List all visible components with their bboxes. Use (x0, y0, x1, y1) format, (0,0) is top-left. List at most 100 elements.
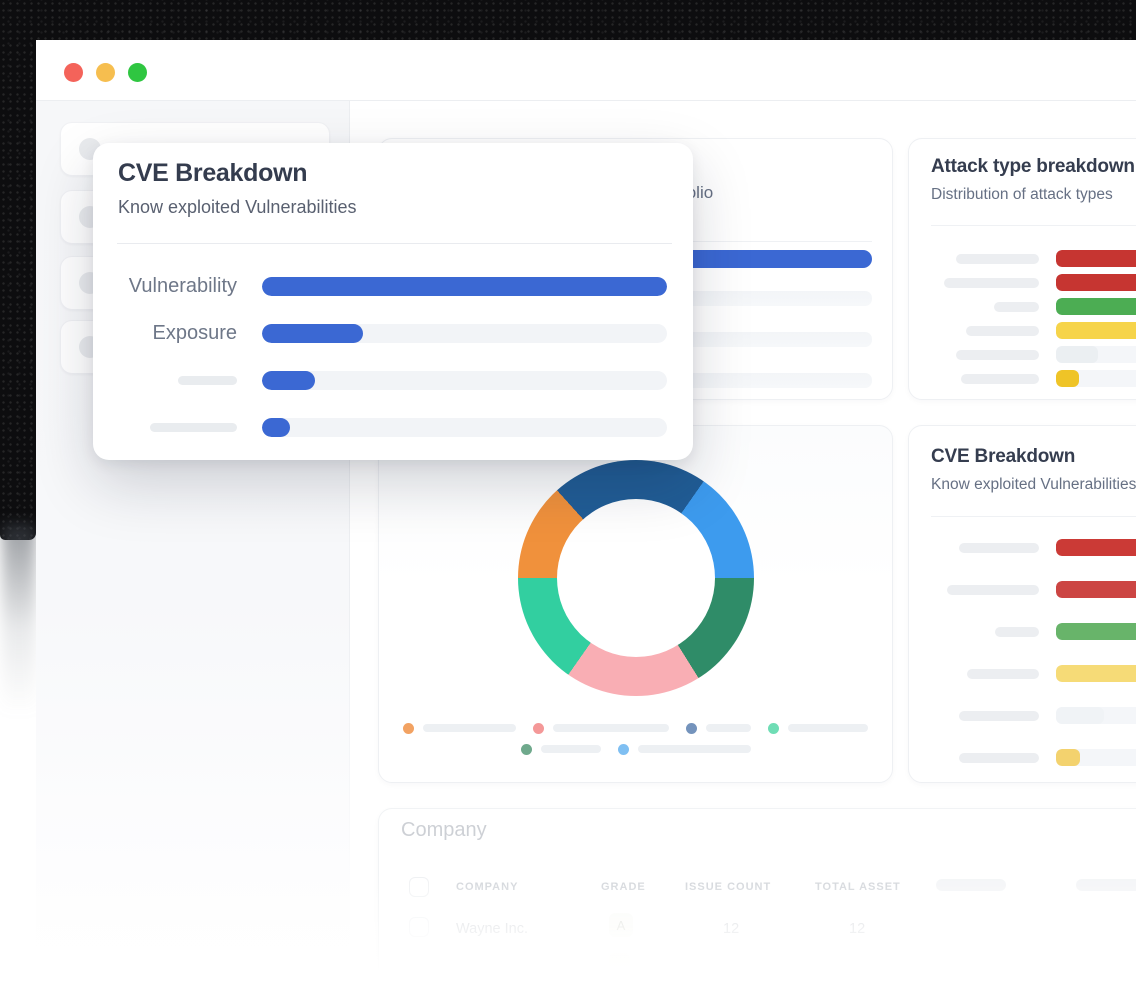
bar-fill (1056, 250, 1136, 267)
column-header-placeholder (936, 879, 1006, 891)
backdrop-smudge (2, 524, 36, 714)
legend-dot-icon (686, 722, 697, 734)
bar-track (262, 371, 667, 390)
bar-fill (262, 324, 364, 343)
bar-track (1056, 322, 1136, 339)
popup-row-label: Vulnerability (128, 275, 237, 297)
bar-track (1056, 250, 1136, 267)
company-cell-placeholder (456, 961, 504, 970)
close-button[interactable] (64, 63, 83, 82)
legend-dot-icon (533, 722, 544, 734)
legend-label-placeholder (423, 724, 516, 732)
select-all-checkbox[interactable] (409, 877, 429, 897)
popup-bar-row (118, 418, 673, 437)
company-table-card: Company COMPANY GRADE ISSUE COUNT TOTAL ASS… (378, 808, 1136, 1000)
popup-bars: Vulnerability Exposure (118, 275, 673, 465)
bar-track (1056, 370, 1136, 387)
bar-fill (262, 371, 315, 390)
window-titlebar (36, 40, 1136, 100)
legend-item (686, 722, 751, 734)
traffic-lights (64, 63, 147, 82)
titlebar-divider (36, 100, 1136, 101)
popup-divider (117, 243, 672, 244)
bar-fill (1056, 581, 1136, 598)
donut-chart-card (378, 425, 893, 783)
grade-badge-placeholder (609, 953, 630, 974)
card-divider (931, 516, 1136, 517)
legend-item (768, 722, 868, 734)
bar-fill (1056, 749, 1080, 766)
legend-item (520, 743, 601, 755)
popup-row-label: Exposure (152, 322, 238, 344)
legend-dot-icon (520, 743, 532, 755)
column-header-placeholder (1076, 879, 1136, 891)
popup-row-label (118, 423, 237, 432)
bar-track (262, 277, 667, 296)
bar-track (1056, 749, 1136, 766)
bar-fill (1056, 623, 1136, 640)
cve-breakdown-popup: CVE Breakdown Know exploited Vulnerabili… (93, 143, 693, 460)
legend-item (617, 743, 751, 755)
label-placeholder (967, 669, 1039, 679)
column-header: COMPANY (456, 881, 519, 893)
bar-fill (262, 277, 667, 296)
bar-track (1056, 665, 1136, 682)
popup-subtitle: Know exploited Vulnerabilities (118, 197, 357, 217)
legend-dot-icon (617, 743, 629, 755)
backdrop-speck (0, 978, 9, 994)
legend-item (403, 722, 516, 734)
label-placeholder (178, 376, 237, 385)
label-placeholder (150, 423, 237, 432)
card-title: CVE Breakdown (931, 446, 1076, 467)
label-placeholder (994, 302, 1039, 312)
column-header: TOTAL ASSET (815, 881, 901, 893)
bar-fill (1056, 298, 1136, 315)
bar-fill (1056, 707, 1104, 724)
label-placeholder (959, 753, 1039, 763)
label-placeholder (995, 627, 1039, 637)
label-placeholder (966, 326, 1039, 336)
cve-breakdown-card: CVE Breakdown Know exploited Vulnerabili… (908, 425, 1136, 783)
card-subtitle: Distribution of attack types (931, 186, 1113, 203)
bar-fill (262, 418, 291, 437)
bar-fill (1056, 274, 1136, 291)
chart-legend-row (379, 722, 892, 734)
popup-bar-row: Vulnerability (118, 275, 673, 297)
bar-fill (1056, 665, 1136, 682)
bar-track (262, 324, 667, 343)
bar-track (1056, 346, 1136, 363)
chart-legend-row (379, 743, 892, 755)
legend-label-placeholder (540, 745, 601, 753)
zoom-button[interactable] (128, 63, 147, 82)
column-header: ISSUE COUNT (685, 881, 772, 893)
bar-fill (1056, 539, 1136, 556)
grade-badge: A (609, 913, 633, 937)
card-title: Attack type breakdown (931, 156, 1135, 177)
legend-item (533, 722, 669, 734)
minimize-button[interactable] (96, 63, 115, 82)
legend-label-placeholder (637, 745, 751, 753)
total-asset-cell: 12 (849, 921, 866, 937)
issue-count-cell: 12 (723, 921, 740, 937)
company-table-content: Company COMPANY GRADE ISSUE COUNT TOTAL ASS… (379, 809, 1136, 1000)
legend-dot-icon (403, 722, 414, 734)
bar-fill (1056, 370, 1079, 387)
label-placeholder (944, 278, 1039, 288)
bar-track (1056, 623, 1136, 640)
bar-track (262, 418, 667, 437)
card-subtitle: Know exploited Vulnerabilities (931, 476, 1136, 493)
backdrop-top (0, 0, 1136, 40)
label-placeholder (956, 254, 1039, 264)
popup-row-label (118, 376, 237, 385)
popup-title: CVE Breakdown (118, 159, 308, 187)
column-header: GRADE (601, 881, 646, 893)
row-checkbox[interactable] (409, 917, 429, 937)
label-placeholder (947, 585, 1039, 595)
label-placeholder (959, 543, 1039, 553)
bar-fill (1056, 346, 1099, 363)
table-title: Company (401, 819, 487, 841)
bar-track (1056, 298, 1136, 315)
legend-label-placeholder (788, 724, 868, 732)
bar-track (1056, 539, 1136, 556)
